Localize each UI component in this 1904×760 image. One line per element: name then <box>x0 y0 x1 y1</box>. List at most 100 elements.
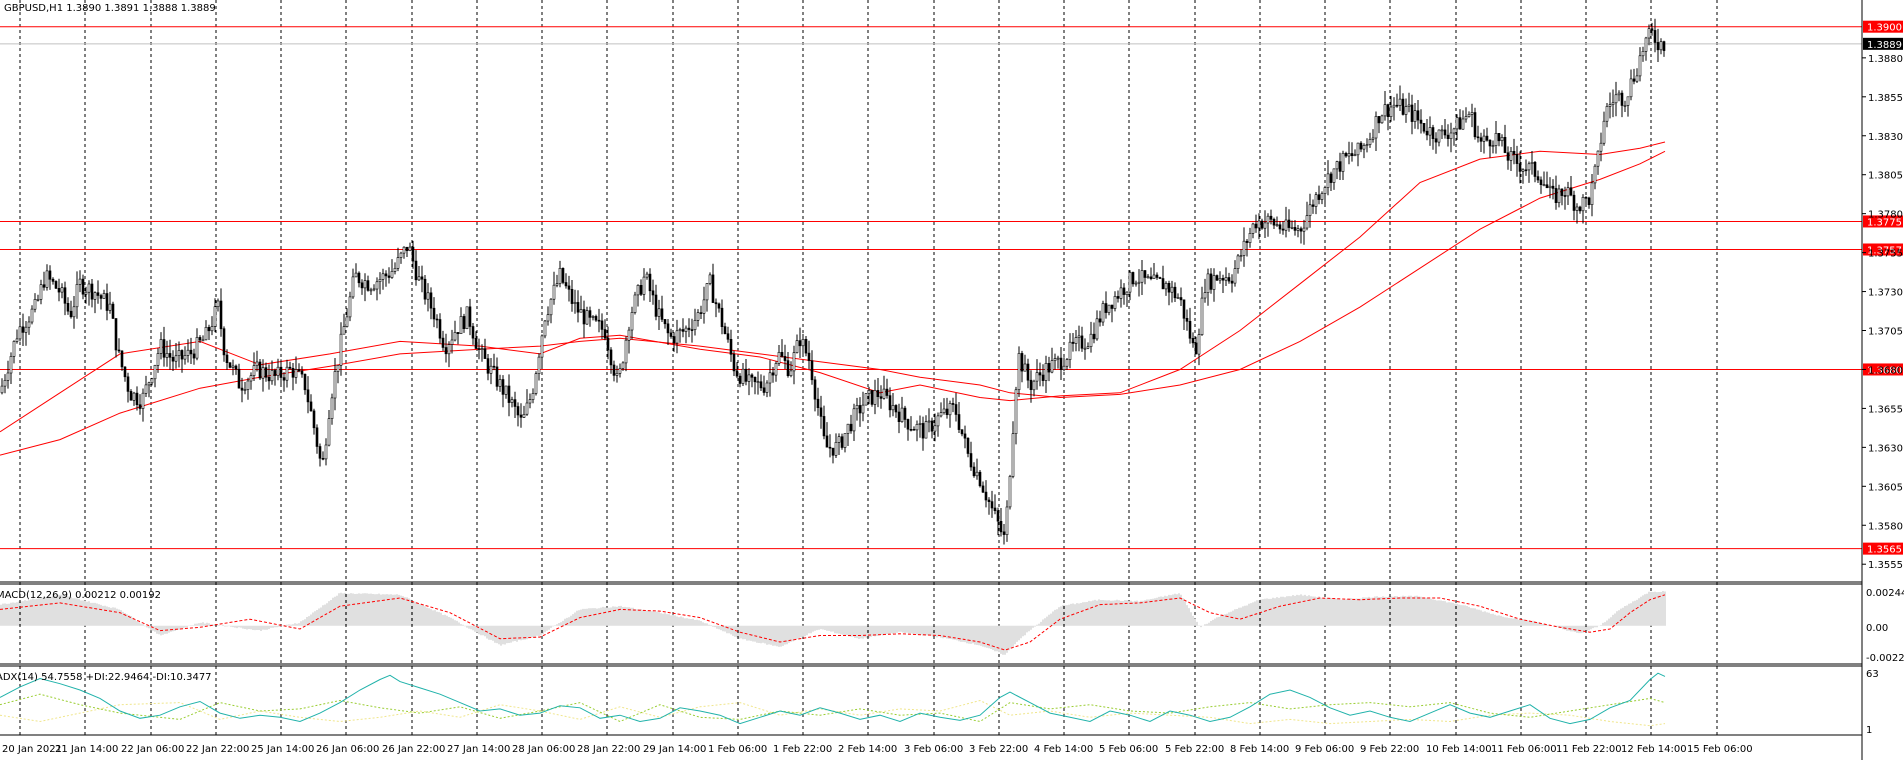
candle <box>942 398 946 415</box>
candle <box>90 279 94 308</box>
candle-body <box>1260 220 1264 229</box>
horizontal-level-tag-bg <box>1863 542 1903 555</box>
candle-body <box>420 276 424 280</box>
candle-body <box>153 364 157 380</box>
candle-body <box>999 520 1003 533</box>
candle <box>702 286 706 324</box>
candle-body <box>387 275 391 278</box>
candle <box>717 302 721 313</box>
price-scale-label: 1.3630 <box>1868 443 1903 454</box>
candle <box>195 328 199 361</box>
candle-body <box>1467 114 1471 117</box>
candle-body <box>330 397 334 419</box>
candle <box>1458 109 1462 130</box>
candle <box>321 451 325 461</box>
candle-body <box>1080 335 1084 349</box>
candle <box>1650 22 1654 36</box>
time-label: 4 Feb 14:00 <box>1034 744 1093 755</box>
candle <box>948 400 952 428</box>
candle <box>963 425 967 449</box>
candle-body <box>1614 94 1618 104</box>
candle <box>891 393 895 417</box>
candle <box>930 417 934 439</box>
candle <box>984 480 988 508</box>
candle-body <box>1398 98 1402 106</box>
candle-body <box>246 380 250 390</box>
candle-body <box>1458 117 1462 130</box>
candle <box>1275 216 1279 227</box>
candle-body <box>405 246 409 251</box>
candle <box>1614 81 1618 117</box>
candle <box>1623 100 1627 112</box>
candle-body <box>822 416 826 437</box>
candle <box>408 242 412 252</box>
candle <box>1551 179 1555 200</box>
price-scale-label: 1.3705 <box>1868 327 1903 338</box>
candle-body <box>459 316 463 334</box>
candle <box>882 375 886 400</box>
candle <box>1644 36 1648 61</box>
candle <box>1488 139 1492 158</box>
candle <box>510 396 514 408</box>
candle <box>318 443 322 467</box>
minus-di-line <box>0 699 1666 727</box>
candle <box>282 372 286 392</box>
candle-body <box>120 350 124 368</box>
candle-body <box>1200 297 1204 336</box>
candle-body <box>372 288 376 291</box>
candle <box>210 316 214 336</box>
candle <box>231 359 235 376</box>
candle-body <box>78 278 82 285</box>
candle <box>789 361 793 378</box>
candle-body <box>1656 42 1660 51</box>
candle <box>735 362 739 379</box>
candle-body <box>1542 184 1546 186</box>
candle <box>36 294 40 302</box>
candle-body <box>1329 173 1333 183</box>
candle <box>777 345 781 366</box>
candle-body <box>1308 204 1312 216</box>
candle-body <box>441 337 445 348</box>
candle <box>1260 218 1264 230</box>
candle-body <box>1092 333 1096 340</box>
candle-body <box>222 328 226 356</box>
candle-body <box>303 373 307 391</box>
candle <box>624 336 628 372</box>
candle-body <box>1305 215 1309 229</box>
candle-body <box>1281 228 1285 231</box>
candle <box>1167 280 1171 306</box>
candle <box>528 393 532 409</box>
candle-body <box>570 288 574 304</box>
candle <box>1140 260 1144 295</box>
time-label: 26 Jan 22:00 <box>382 744 445 755</box>
candle-body <box>714 302 718 305</box>
candle <box>585 306 589 325</box>
candle-body <box>1044 362 1048 381</box>
candle-body <box>30 308 34 323</box>
candle <box>822 405 826 440</box>
candle <box>1044 355 1048 393</box>
candle <box>864 393 868 406</box>
candle <box>1401 93 1405 116</box>
candle <box>255 350 259 372</box>
candle <box>186 339 190 363</box>
candle <box>192 348 196 365</box>
candle <box>489 358 493 385</box>
candle <box>1095 310 1099 341</box>
candle <box>177 341 181 368</box>
candle <box>240 377 244 403</box>
candle <box>153 364 157 388</box>
candle <box>1206 268 1210 306</box>
time-label: 11 Feb 22:00 <box>1556 744 1622 755</box>
candle <box>69 300 73 319</box>
candle <box>21 313 25 346</box>
candle <box>1476 125 1480 143</box>
horizontal-level-tag-bg <box>1863 243 1903 256</box>
candle-body <box>681 329 685 332</box>
candle <box>159 332 163 360</box>
candle-body <box>744 368 748 382</box>
candle <box>369 287 373 295</box>
candle <box>1116 290 1120 303</box>
